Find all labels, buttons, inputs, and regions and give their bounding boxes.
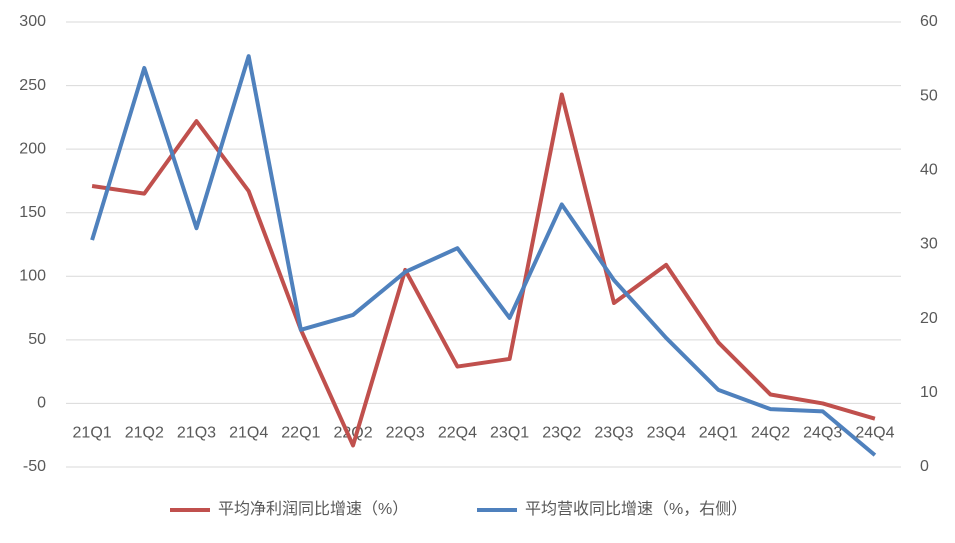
y2-tick-label: 40	[920, 162, 938, 179]
x-tick-label: 24Q2	[751, 425, 790, 442]
y2-tick-label: 0	[920, 458, 929, 475]
x-tick-label: 21Q2	[125, 425, 164, 442]
x-tick-label: 22Q4	[438, 425, 477, 442]
y-tick-label: 150	[19, 204, 46, 221]
y-tick-label: 50	[28, 331, 46, 348]
legend-label: 平均营收同比增速（%，右侧）	[525, 500, 747, 518]
x-tick-label: 23Q1	[490, 425, 529, 442]
x-tick-label: 21Q3	[177, 425, 216, 442]
y-tick-label: 200	[19, 140, 46, 157]
y-tick-label: 300	[19, 13, 46, 30]
x-tick-label: 23Q3	[594, 425, 633, 442]
y2-tick-label: 60	[920, 13, 938, 30]
x-tick-label: 22Q1	[281, 425, 320, 442]
y-tick-label: -50	[23, 458, 46, 475]
x-tick-label: 23Q2	[542, 425, 581, 442]
y2-tick-label: 30	[920, 236, 938, 253]
series-line	[90, 54, 877, 457]
x-tick-label: 24Q1	[699, 425, 738, 442]
legend-label: 平均净利润同比增速（%）	[218, 500, 408, 518]
y-tick-label: 100	[19, 268, 46, 285]
x-tick-label: 22Q3	[386, 425, 425, 442]
x-tick-label: 21Q4	[229, 425, 268, 442]
x-tick-label: 24Q4	[855, 425, 894, 442]
y2-tick-label: 20	[920, 310, 938, 327]
y-tick-label: 250	[19, 77, 46, 94]
y-tick-label: 0	[37, 395, 46, 412]
y2-tick-label: 10	[920, 384, 938, 401]
y2-tick-label: 50	[920, 87, 938, 104]
x-tick-label: 23Q4	[647, 425, 686, 442]
x-tick-label: 21Q1	[73, 425, 112, 442]
series-line	[91, 92, 876, 448]
x-tick-label: 24Q3	[803, 425, 842, 442]
x-tick-label: 22Q2	[333, 425, 372, 442]
